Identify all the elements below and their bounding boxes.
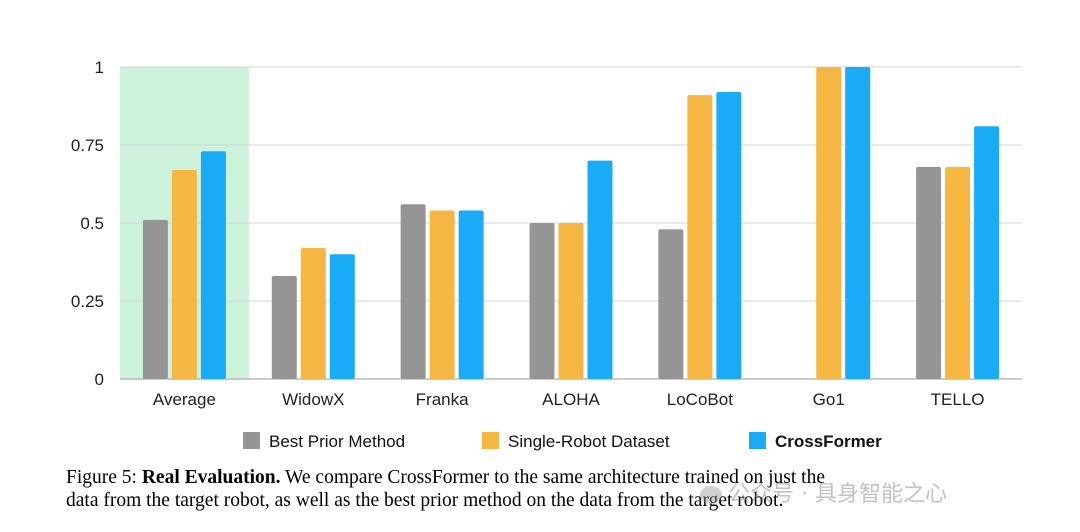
x-tick-label: Go1 bbox=[813, 390, 845, 409]
bar-chart: 0 0.25 0.5 0.75 1 Average WidowX Franka ALOHA Lo… bbox=[71, 58, 1022, 451]
caption-line-1: Figure 5: Real Evaluation. We compare Cr… bbox=[66, 466, 1036, 489]
bar bbox=[171, 169, 197, 379]
y-tick-label: 0 bbox=[95, 370, 104, 389]
y-tick-label: 0.75 bbox=[71, 136, 104, 155]
y-tick-label: 1 bbox=[95, 58, 104, 77]
x-tick-label: Franka bbox=[416, 390, 469, 409]
legend-label: Best Prior Method bbox=[269, 432, 405, 451]
bar bbox=[558, 223, 584, 379]
x-tick-label: Average bbox=[153, 390, 216, 409]
x-tick-label: TELLO bbox=[931, 390, 985, 409]
legend-swatch bbox=[482, 432, 499, 449]
bar bbox=[974, 126, 1000, 379]
bar bbox=[142, 219, 168, 379]
legend-swatch bbox=[243, 432, 260, 449]
bar bbox=[529, 223, 555, 379]
bar bbox=[916, 166, 942, 379]
bar bbox=[329, 254, 355, 379]
caption-prefix: Figure 5: bbox=[66, 467, 142, 488]
caption-line-2: data from the target robot, as well as t… bbox=[66, 490, 784, 511]
watermark-text: 公众号 · 具身智能之心 bbox=[728, 482, 947, 507]
bar bbox=[429, 210, 455, 379]
x-tick-label: LoCoBot bbox=[667, 390, 733, 409]
y-tick-label: 0.5 bbox=[80, 214, 104, 233]
bar bbox=[945, 166, 971, 379]
watermark: 公众号 · 具身智能之心 bbox=[700, 476, 947, 508]
bar bbox=[658, 229, 684, 379]
caption-bold: Real Evaluation. bbox=[141, 467, 281, 488]
bar bbox=[687, 95, 713, 379]
bar bbox=[400, 204, 426, 379]
figure-caption: Figure 5: Real Evaluation. We compare Cr… bbox=[66, 466, 1036, 512]
bar bbox=[845, 67, 871, 379]
bar bbox=[587, 160, 613, 379]
bar bbox=[716, 91, 742, 380]
bar bbox=[300, 247, 326, 379]
caption-line1-text: We compare CrossFormer to the same archi… bbox=[280, 467, 825, 488]
y-tick-label: 0.25 bbox=[71, 292, 104, 311]
legend-label: CrossFormer bbox=[775, 432, 882, 451]
bar bbox=[200, 151, 226, 379]
bar bbox=[458, 210, 484, 379]
x-tick-label: ALOHA bbox=[542, 390, 600, 409]
x-tick-label: WidowX bbox=[282, 390, 344, 409]
legend-label: Single-Robot Dataset bbox=[508, 432, 670, 451]
legend-swatch bbox=[749, 432, 766, 449]
bar bbox=[271, 276, 297, 379]
wechat-icon bbox=[700, 486, 722, 504]
bar bbox=[816, 67, 842, 379]
